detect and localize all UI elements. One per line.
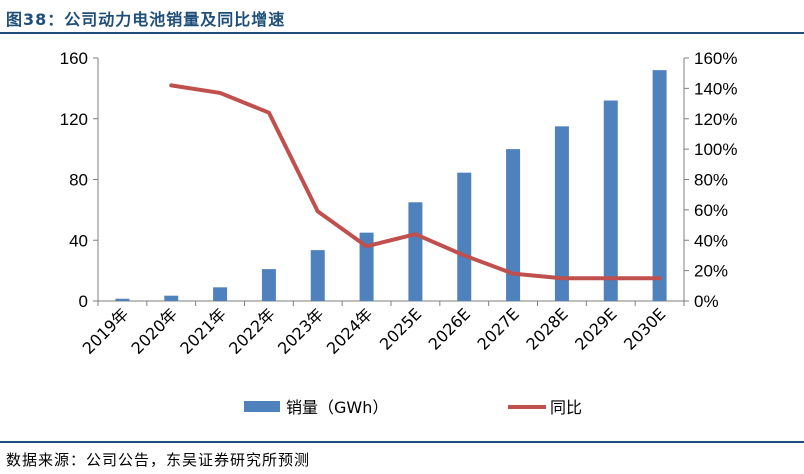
x-tick-label: 2030E <box>620 304 669 353</box>
y-right-tick-label: 0% <box>694 292 719 311</box>
y-right-tick-label: 160% <box>694 49 737 68</box>
footer-divider <box>0 441 804 443</box>
y-left-tick-label: 120 <box>60 110 88 129</box>
y-left-tick-label: 40 <box>69 231 88 250</box>
legend: 销量（GWh） 同比 <box>244 398 582 417</box>
y-left-tick-label: 0 <box>79 292 88 311</box>
y-right-tick-label: 100% <box>694 140 737 159</box>
bar <box>115 298 130 301</box>
x-tick-label: 2027E <box>474 304 523 353</box>
x-tick-label: 2025E <box>376 304 425 353</box>
line-series <box>169 83 662 281</box>
x-tick-label: 2020年 <box>128 304 182 358</box>
y-right-tick-label: 20% <box>694 262 728 281</box>
x-tick-label: 2024年 <box>323 304 377 358</box>
legend-label-yoy: 同比 <box>550 398 582 417</box>
y-right-tick-label: 140% <box>694 79 737 98</box>
bar <box>457 172 472 301</box>
title-divider <box>0 32 804 34</box>
x-tick-label: 2023年 <box>274 304 328 358</box>
source-note: 数据来源：公司公告，东吴证券研究所预测 <box>6 451 311 469</box>
bar <box>164 295 179 301</box>
x-tick-label: 2019年 <box>79 304 133 358</box>
legend-swatch-bar <box>244 401 280 412</box>
legend-label-sales: 销量（GWh） <box>286 398 388 417</box>
y-right-tick-label: 60% <box>694 201 728 220</box>
bar <box>408 202 423 301</box>
x-tick-label: 2028E <box>522 304 571 353</box>
bar <box>310 250 325 301</box>
y-right-tick-label: 40% <box>694 231 728 250</box>
y-left-tick-label: 160 <box>60 49 88 68</box>
figure-title: 图38：公司动力电池销量及同比增速 <box>6 10 286 29</box>
figure-title-bar: 图38：公司动力电池销量及同比增速 <box>0 0 804 34</box>
x-tick-label: 2029E <box>571 304 620 353</box>
bar <box>506 149 521 301</box>
bar <box>603 100 618 302</box>
bar-series <box>115 70 667 302</box>
bar <box>359 232 374 301</box>
x-tick-label: 2021年 <box>176 304 230 358</box>
chart-axes: 0 40 80 120 160 0% 20% 40% 60% 80% 100% 120% 140% 160… <box>60 49 738 311</box>
chart: 0 40 80 120 160 0% 20% 40% 60% 80% 100% 120% 140% 160… <box>60 49 738 417</box>
y-right-tick-label: 120% <box>694 110 737 129</box>
x-tick-label: 2022年 <box>225 304 279 358</box>
y-left-tick-label: 80 <box>69 171 88 190</box>
x-tick-label: 2026E <box>425 304 474 353</box>
bar <box>652 70 667 302</box>
bar <box>261 269 276 301</box>
y-right-tick-label: 80% <box>694 171 728 190</box>
bar <box>554 126 569 301</box>
bar <box>213 287 228 301</box>
